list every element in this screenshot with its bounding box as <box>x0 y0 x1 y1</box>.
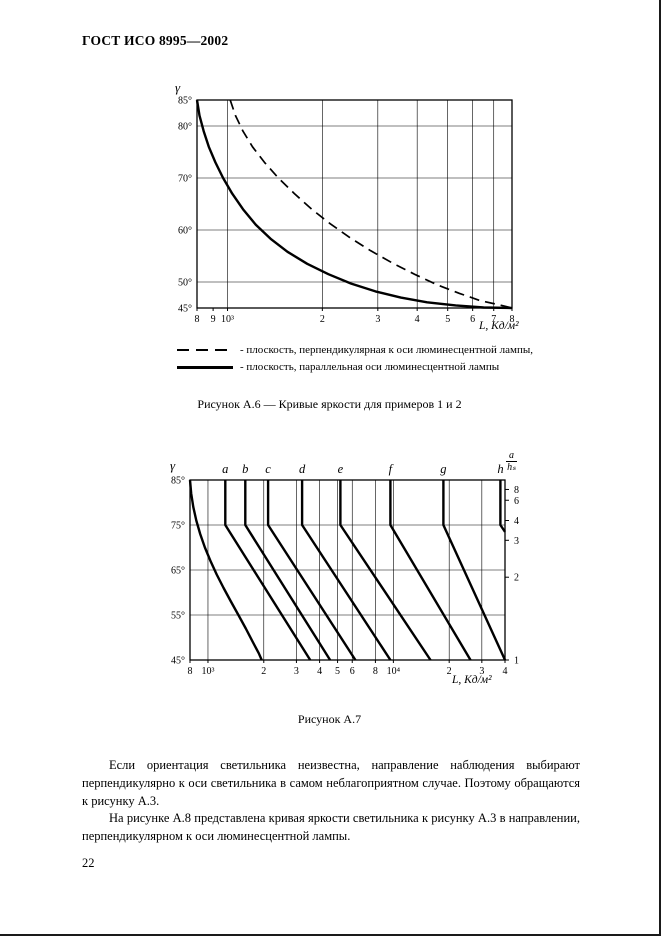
x-tick-label: 2 <box>320 314 325 325</box>
curve-g <box>442 480 507 661</box>
x-tick-label: 4 <box>317 666 322 677</box>
x-tick-label: 10³ <box>221 314 234 325</box>
x-tick-label: 3 <box>375 314 380 325</box>
page-number: 22 <box>82 856 95 870</box>
x-tick-label: 3 <box>479 666 484 677</box>
x-tick-label: 2 <box>447 666 452 677</box>
figure-a6-plot: 8 9 10³ 2 3 4 5 6 7 885°80°70°60°50°45° <box>178 96 515 326</box>
right-tick-label: 8 <box>514 485 519 496</box>
y-tick-label: 75° <box>171 521 185 532</box>
a7-right-axis-title-numerator: a <box>506 450 517 462</box>
y-tick-label: 80° <box>178 122 192 133</box>
curve-f <box>389 480 472 661</box>
class-letter-label: h <box>497 462 503 476</box>
a7-right-axis-title-denominator: hₛ <box>507 462 516 473</box>
figure-a6-caption: Рисунок А.6 — Кривые яркости для примеро… <box>197 397 462 411</box>
a6-legend-label-perpendicular: - плоскость, перпендикулярная к оси люми… <box>240 344 534 356</box>
curve-e <box>339 480 432 661</box>
y-tick-label: 65° <box>171 566 185 577</box>
class-letter-label: e <box>338 462 344 476</box>
class-letter-label: f <box>389 462 394 476</box>
a7-chart-area: 8 10³ 2 3 4 5 6 8 10⁴ 2 3 4 85° 75° 65° 55° 45° a b c d e f g h 8… <box>150 456 570 692</box>
x-tick-label: 4 <box>503 666 508 677</box>
a7-y-axis-title: γ <box>170 458 176 473</box>
figure-a6: γ 8 9 10³ 2 3 4 5 6 7 8 85° 80° 70° 60° 50° 45° L, Кд/м… <box>157 80 557 402</box>
class-letter-label: g <box>440 462 446 476</box>
solid-line-sample <box>177 365 233 369</box>
y-tick-label: 85° <box>171 476 185 487</box>
body-text: Если ориентация светильника неизвестна, … <box>82 757 580 846</box>
a6-legend-item-perpendicular: - плоскость, перпендикулярная к оси люми… <box>177 344 537 356</box>
y-tick-label: 70° <box>178 174 192 185</box>
doc-header-title: ГОСТ ИСО 8995—2002 <box>82 33 229 48</box>
class-letter-label: d <box>299 462 306 476</box>
y-tick-label: 45° <box>178 304 192 315</box>
y-tick-label: 50° <box>178 278 192 289</box>
class-letter-label: a <box>222 462 228 476</box>
curve-h <box>499 480 506 533</box>
curve-a <box>224 480 312 661</box>
figure-a7-caption: Рисунок А.7 <box>297 712 362 726</box>
curve-parallel <box>195 99 513 310</box>
dashed-line-sample <box>177 349 233 351</box>
right-tick-label: 6 <box>514 496 519 507</box>
y-tick-label: 60° <box>178 226 192 237</box>
paragraph-1: Если ориентация светильника неизвестна, … <box>82 758 580 808</box>
x-tick-label: 6 <box>470 314 475 325</box>
right-tick-label: 3 <box>514 536 519 547</box>
curve-boundary <box>188 479 263 661</box>
a6-legend: - плоскость, перпендикулярная к оси люми… <box>177 344 537 378</box>
x-tick-label: 6 <box>350 666 355 677</box>
curve-perpendicular <box>229 99 513 309</box>
x-tick-label: 8 <box>188 666 193 677</box>
right-tick-label: 4 <box>514 516 519 527</box>
curve-d <box>300 480 392 661</box>
x-tick-label: 10³ <box>201 666 214 677</box>
figure-a7-plot: 8 10³ 2 3 4 5 6 8 10⁴ 2 3 485°75°65°55°45°a b c d e f g h8… <box>171 462 519 677</box>
x-tick-label: 10⁴ <box>387 666 401 677</box>
x-tick-label: 7 <box>491 314 496 325</box>
a6-chart-area: 8 9 10³ 2 3 4 5 6 7 8 85° 80° 70° 60° 50° 45° <box>157 82 557 340</box>
a6-legend-item-parallel: - плоскость, параллельная оси люминесцен… <box>177 361 537 373</box>
class-letter-label: b <box>242 462 248 476</box>
curve-c <box>266 480 357 661</box>
a7-x-axis-title: L, Кд/м² <box>452 674 492 686</box>
right-tick-label: 1 <box>514 656 519 667</box>
a6-x-axis-title: L, Кд/м² <box>479 320 519 332</box>
y-tick-label: 55° <box>171 611 185 622</box>
x-tick-label: 9 <box>211 314 216 325</box>
class-letter-label: c <box>265 462 271 476</box>
y-tick-label: 85° <box>178 96 192 107</box>
x-tick-label: 8 <box>373 666 378 677</box>
x-tick-label: 5 <box>335 666 340 677</box>
x-tick-label: 4 <box>415 314 420 325</box>
plot-frame <box>196 99 513 309</box>
a6-legend-label-parallel: - плоскость, параллельная оси люминесцен… <box>240 361 500 373</box>
figure-a7: γ a hₛ 8 10³ 2 3 4 5 6 8 10⁴ 2 3 4 85° 75° 65° 55° 45° a b… <box>150 450 570 706</box>
x-tick-label: 5 <box>445 314 450 325</box>
x-tick-label: 2 <box>261 666 266 677</box>
x-tick-label: 8 <box>195 314 200 325</box>
y-tick-label: 45° <box>171 656 185 667</box>
paragraph-2: На рисунке А.8 представлена кривая яркос… <box>82 811 580 843</box>
a6-y-axis-title: γ <box>175 80 181 95</box>
x-tick-label: 8 <box>510 314 515 325</box>
plot-frame <box>189 479 506 661</box>
curve-b <box>244 480 332 661</box>
x-tick-label: 3 <box>294 666 299 677</box>
a7-right-axis-title: a hₛ <box>506 450 517 473</box>
right-tick-label: 2 <box>514 573 519 584</box>
